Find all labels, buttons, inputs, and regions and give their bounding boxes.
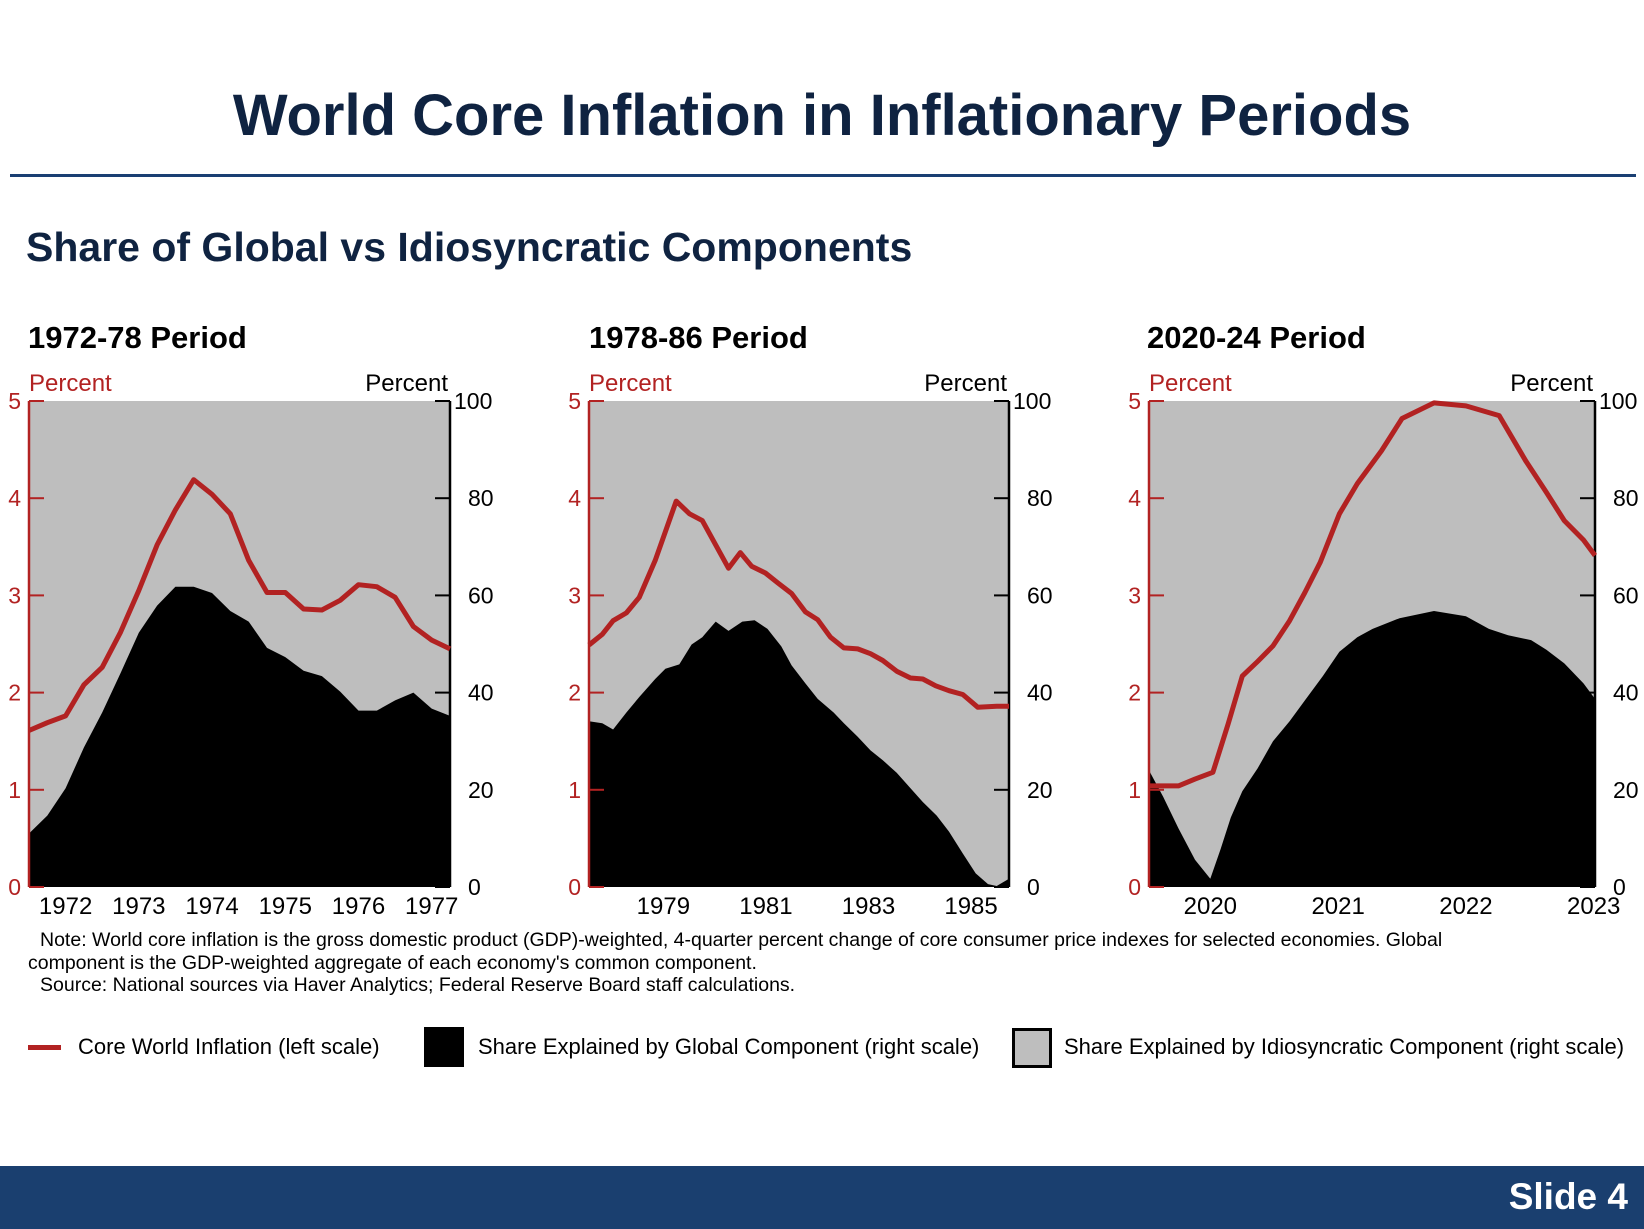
left-tick-label: 4	[8, 485, 21, 511]
left-tick-label: 0	[8, 874, 21, 900]
inflation-line	[587, 498, 1009, 710]
footer-bar	[0, 1166, 1644, 1229]
right-axis-label: Percent	[924, 370, 1007, 397]
right-axis-label: Percent	[365, 370, 448, 397]
source-line: Source: National sources via Haver Analy…	[40, 974, 796, 996]
legend-global-label: Share Explained by Global Component (rig…	[478, 1034, 980, 1059]
chart-title-2020-24: 2020-24 Period	[1147, 320, 1366, 355]
note-line-1: Note: World core inflation is the gross …	[40, 929, 1443, 951]
right-tick-label: 40	[1613, 680, 1639, 706]
left-axis-label: Percent	[29, 370, 112, 397]
right-tick-label: 20	[1027, 777, 1053, 803]
left-tick-label: 0	[1128, 874, 1141, 900]
right-tick-label: 0	[468, 874, 481, 900]
right-tick-label: 80	[1613, 485, 1639, 511]
x-tick-label: 1985	[944, 893, 997, 920]
x-tick-label: 1976	[332, 893, 385, 920]
x-tick-label: 1972	[39, 893, 92, 920]
slide-subtitle: Share of Global vs Idiosyncratic Compone…	[26, 224, 913, 270]
left-tick-label: 4	[568, 485, 581, 511]
slide-title: World Core Inflation in Inflationary Per…	[232, 83, 1412, 148]
x-tick-label: 1977	[405, 893, 458, 920]
chart-title-1972-78: 1972-78 Period	[28, 320, 247, 355]
legend-inflation-line-icon	[28, 1045, 61, 1050]
left-tick-label: 1	[8, 777, 21, 803]
right-tick-label: 20	[1613, 777, 1639, 803]
left-tick-label: 0	[568, 874, 581, 900]
x-tick-label: 2021	[1311, 893, 1364, 920]
right-tick-label: 40	[468, 680, 494, 706]
right-tick-label: 60	[468, 582, 494, 608]
left-tick-label: 4	[1128, 485, 1141, 511]
x-tick-label: 1973	[112, 893, 165, 920]
left-tick-label: 3	[1128, 582, 1141, 608]
right-tick-label: 100	[1599, 388, 1637, 414]
left-tick-label: 1	[568, 777, 581, 803]
note-line-2: component is the GDP-weighted aggregate …	[28, 952, 757, 974]
x-tick-label: 1975	[259, 893, 312, 920]
left-tick-label: 5	[8, 388, 21, 414]
right-tick-label: 100	[454, 388, 492, 414]
legend-global-swatch-icon	[424, 1027, 464, 1067]
right-tick-label: 100	[1013, 388, 1051, 414]
left-axis-label: Percent	[1149, 370, 1232, 397]
right-tick-label: 0	[1613, 874, 1626, 900]
inflation-line	[28, 477, 452, 733]
left-tick-label: 5	[568, 388, 581, 414]
slide-number: Slide 4	[1508, 1176, 1628, 1217]
left-tick-label: 2	[8, 680, 21, 706]
right-tick-label: 60	[1027, 582, 1053, 608]
right-tick-label: 0	[1027, 874, 1040, 900]
x-tick-label: 2022	[1439, 893, 1492, 920]
global-share-area	[29, 586, 450, 887]
global-share-area	[1149, 611, 1595, 887]
x-tick-label: 1979	[637, 893, 690, 920]
left-tick-label: 5	[1128, 388, 1141, 414]
right-tick-label: 20	[468, 777, 494, 803]
left-tick-label: 1	[1128, 777, 1141, 803]
x-tick-label: 2023	[1567, 893, 1620, 920]
right-axis-label: Percent	[1510, 370, 1593, 397]
left-tick-label: 3	[568, 582, 581, 608]
x-tick-label: 1983	[842, 893, 895, 920]
left-tick-label: 2	[1128, 680, 1141, 706]
x-tick-label: 1981	[739, 893, 792, 920]
chart-title-1978-86: 1978-86 Period	[589, 320, 808, 355]
left-tick-label: 3	[8, 582, 21, 608]
legend-idiosyncratic-label: Share Explained by Idiosyncratic Compone…	[1064, 1034, 1625, 1059]
right-tick-label: 60	[1613, 582, 1639, 608]
legend-idiosyncratic-swatch-icon	[1012, 1028, 1052, 1068]
left-tick-label: 2	[568, 680, 581, 706]
x-tick-label: 2020	[1184, 893, 1237, 920]
global-share-area	[589, 620, 1009, 887]
right-tick-label: 80	[1027, 485, 1053, 511]
right-tick-label: 80	[468, 485, 494, 511]
title-divider	[10, 174, 1636, 177]
x-tick-label: 1974	[185, 893, 238, 920]
right-tick-label: 40	[1027, 680, 1053, 706]
legend-inflation-label: Core World Inflation (left scale)	[78, 1034, 380, 1059]
left-axis-label: Percent	[589, 370, 672, 397]
inflation-line	[1149, 400, 1598, 789]
